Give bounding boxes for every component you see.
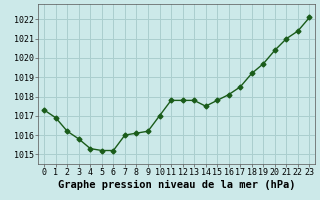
X-axis label: Graphe pression niveau de la mer (hPa): Graphe pression niveau de la mer (hPa) — [58, 180, 296, 190]
